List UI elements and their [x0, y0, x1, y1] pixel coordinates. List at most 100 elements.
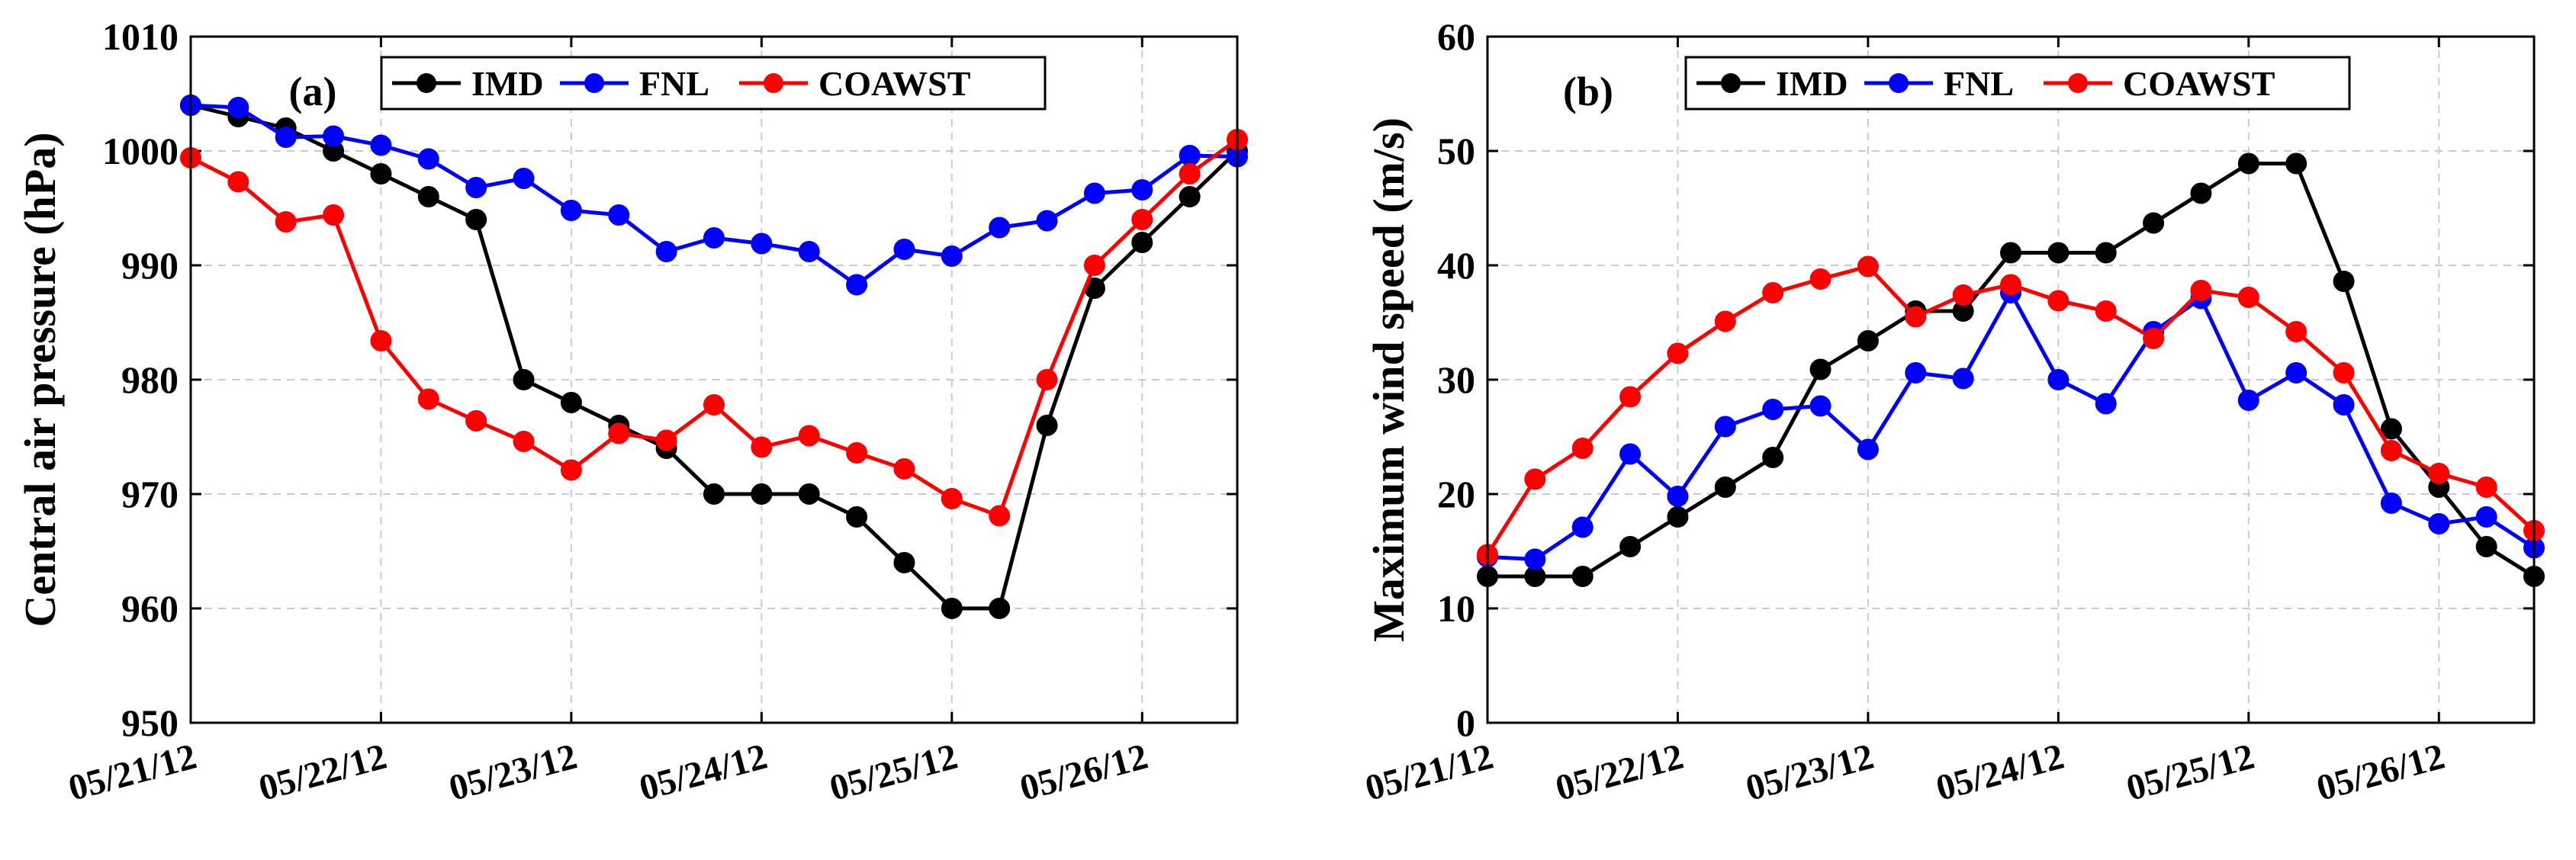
fnl-data-point: [989, 217, 1011, 239]
legend-marker-fnl: [1889, 73, 1909, 93]
fnl-data-point: [1857, 438, 1879, 460]
fnl-data-point: [1619, 443, 1642, 465]
fnl-data-point: [1571, 516, 1594, 538]
coawst-data-point: [323, 204, 345, 226]
fnl-data-point: [2095, 393, 2117, 415]
fnl-data-point: [275, 127, 297, 148]
imd-data-point: [2333, 271, 2355, 292]
imd-data-point: [465, 209, 487, 230]
fnl-data-point: [2428, 513, 2450, 534]
y-tick-label: 0: [1456, 701, 1475, 744]
fnl-data-point: [751, 233, 773, 255]
fnl-data-point: [1952, 367, 1974, 390]
y-tick-label: 20: [1437, 473, 1475, 515]
imd-data-point: [370, 163, 392, 185]
coawst-data-point: [989, 505, 1011, 527]
imd-data-point: [1619, 536, 1642, 557]
imd-data-point: [703, 483, 725, 505]
panel-label: (a): [289, 69, 337, 114]
panel-a-chart: 950 960 970 980 990 1000 1010 05/21/12 05/22/12 0…: [15, 15, 1248, 809]
x-tick-label: 05/23/12: [1741, 736, 1878, 808]
legend-marker-fnl: [584, 73, 604, 93]
coawst-data-point: [560, 459, 582, 481]
fnl-data-point: [1179, 145, 1201, 166]
coawst-data-point: [703, 394, 725, 416]
y-axis-label: Maximum wind speed (m/s): [1364, 117, 1413, 642]
x-tick-label: 05/21/12: [1361, 736, 1497, 808]
imd-data-point: [2237, 152, 2259, 175]
fnl-data-point: [1524, 548, 1546, 570]
legend-label-imd: IMD: [1776, 64, 1848, 103]
fnl-data-point: [1905, 362, 1927, 383]
imd-data-point: [2047, 242, 2069, 264]
x-tick-label: 05/23/12: [445, 736, 581, 808]
coawst-data-point: [227, 171, 249, 193]
imd-data-point: [1762, 447, 1784, 468]
coawst-data-point: [1667, 342, 1689, 364]
x-tick-label: 05/26/12: [2313, 736, 2449, 808]
legend-marker-imd: [1721, 73, 1741, 93]
imd-data-point: [941, 598, 963, 619]
imd-data-point: [1036, 415, 1058, 436]
fnl-data-point: [513, 168, 535, 189]
fnl-data-point: [1762, 399, 1784, 420]
coawst-data-point: [2475, 477, 2497, 498]
y-tick-label: 970: [121, 473, 178, 515]
imd-data-point: [560, 392, 582, 413]
coawst-data-point: [608, 422, 630, 444]
legend-marker-imd: [416, 73, 436, 93]
coawst-data-point: [655, 429, 677, 451]
panel-label: (b): [1563, 69, 1613, 114]
imd-data-point: [417, 186, 439, 207]
imd-data-point: [1809, 358, 1832, 380]
y-tick-label: 950: [121, 701, 178, 744]
fnl-data-point: [370, 134, 392, 156]
fnl-data-point: [2475, 506, 2497, 528]
fnl-data-point: [1667, 486, 1689, 507]
fnl-data-point: [2285, 362, 2307, 383]
fnl-data-point: [1714, 416, 1736, 438]
y-axis-label: Central air pressure (hPa): [15, 132, 65, 627]
fnl-data-point: [323, 125, 345, 147]
imd-data-point: [1179, 186, 1201, 207]
y-tick-label: 1000: [102, 130, 178, 172]
imd-data-point: [751, 483, 773, 505]
coawst-data-point: [1714, 310, 1736, 332]
coawst-data-point: [1036, 369, 1058, 390]
imd-data-point: [893, 552, 915, 573]
y-tick-label: 30: [1437, 358, 1475, 401]
fnl-data-point: [703, 227, 725, 249]
x-tick-label: 05/24/12: [1932, 736, 2069, 808]
imd-data-point: [1857, 330, 1879, 351]
legend-box: [1684, 56, 2351, 111]
coawst-data-point: [1952, 284, 1974, 306]
imd-data-point: [798, 483, 820, 505]
imd-data-point: [513, 369, 535, 390]
imd-data-point: [2000, 242, 2021, 264]
coawst-data-point: [846, 442, 868, 464]
fnl-data-point: [2380, 493, 2402, 514]
fnl-data-point: [846, 274, 868, 296]
coawst-data-point: [1131, 209, 1153, 230]
fnl-data-point: [1809, 395, 1832, 417]
coawst-data-point: [2190, 280, 2212, 301]
fnl-data-point: [2237, 390, 2259, 411]
imd-data-point: [989, 598, 1011, 619]
fnl-data-point: [1083, 182, 1105, 204]
coawst-data-point: [2143, 328, 2165, 349]
imd-data-point: [2475, 536, 2497, 557]
coawst-data-point: [2095, 300, 2117, 322]
coawst-data-point: [2237, 287, 2259, 308]
y-tick-label: 10: [1437, 587, 1475, 630]
y-tick-label: 60: [1437, 15, 1475, 58]
panel-b-axes-frame: [1486, 35, 2536, 724]
x-tick-label: 05/21/12: [64, 736, 201, 808]
legend-label-fnl: FNL: [639, 64, 709, 103]
fnl-data-point: [2333, 394, 2355, 416]
coawst-data-point: [2333, 362, 2355, 383]
imd-data-point: [2380, 418, 2402, 440]
imd-data-point: [1667, 506, 1689, 528]
coawst-data-point: [1083, 255, 1105, 276]
coawst-data-point: [275, 211, 297, 233]
panel-a-legend: IMD FNL COAWST: [380, 56, 1047, 111]
